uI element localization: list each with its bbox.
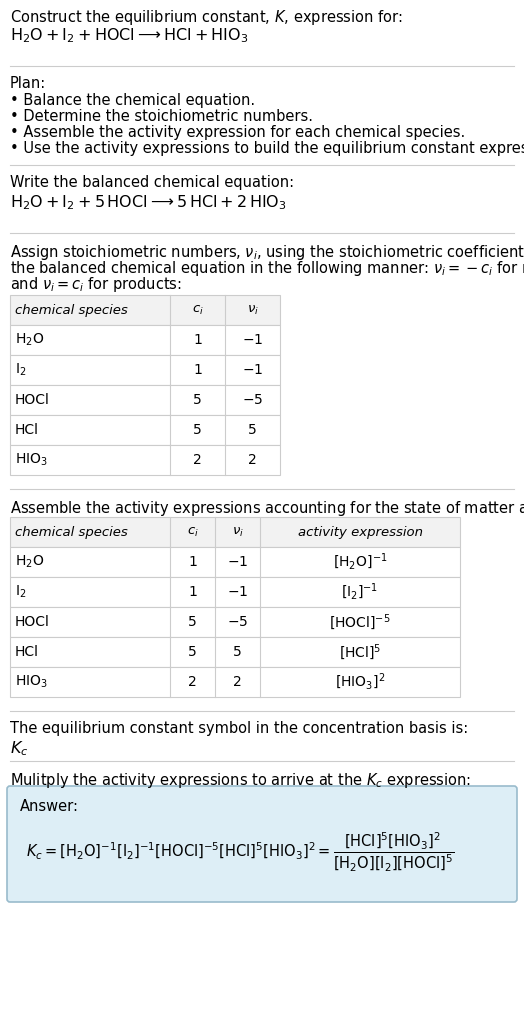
Text: Construct the equilibrium constant, $K$, expression for:: Construct the equilibrium constant, $K$,…	[10, 8, 402, 27]
Bar	[10, 667, 460, 697]
Bar	[10, 415, 280, 445]
Text: Write the balanced chemical equation:: Write the balanced chemical equation:	[10, 175, 294, 190]
Text: the balanced chemical equation in the following manner: $\nu_i = -c_i$ for react: the balanced chemical equation in the fo…	[10, 259, 524, 278]
Text: $K_c$: $K_c$	[10, 739, 28, 758]
Bar	[10, 637, 460, 667]
Text: Plan:: Plan:	[10, 76, 46, 91]
Bar	[10, 355, 280, 385]
Text: Mulitply the activity expressions to arrive at the $K_c$ expression:: Mulitply the activity expressions to arr…	[10, 771, 471, 790]
Text: 2: 2	[233, 675, 242, 689]
Text: $-1$: $-1$	[242, 333, 263, 347]
Text: activity expression: activity expression	[298, 526, 422, 538]
Text: HCl: HCl	[15, 645, 39, 659]
Text: $\mathrm{I_2}$: $\mathrm{I_2}$	[15, 584, 26, 600]
Text: $-1$: $-1$	[227, 555, 248, 569]
Text: $[\mathrm{I_2}]^{-1}$: $[\mathrm{I_2}]^{-1}$	[342, 582, 378, 602]
Bar	[10, 445, 280, 475]
Text: chemical species: chemical species	[15, 526, 128, 538]
Text: 5: 5	[248, 423, 257, 437]
Text: $-5$: $-5$	[242, 393, 263, 407]
Text: The equilibrium constant symbol in the concentration basis is:: The equilibrium constant symbol in the c…	[10, 721, 468, 736]
Text: $[\mathrm{H_2O}]^{-1}$: $[\mathrm{H_2O}]^{-1}$	[333, 551, 387, 572]
Text: $-5$: $-5$	[227, 615, 248, 629]
Text: Answer:: Answer:	[20, 799, 79, 814]
Text: $\mathrm{HIO_3}$: $\mathrm{HIO_3}$	[15, 452, 48, 469]
Text: $\mathrm{I_2}$: $\mathrm{I_2}$	[15, 361, 26, 378]
Text: 5: 5	[233, 645, 242, 659]
FancyBboxPatch shape	[7, 786, 517, 902]
Bar	[10, 325, 280, 355]
Text: 5: 5	[193, 423, 202, 437]
Bar	[10, 295, 280, 325]
Text: • Assemble the activity expression for each chemical species.: • Assemble the activity expression for e…	[10, 125, 465, 140]
Text: Assemble the activity expressions accounting for the state of matter and $\nu_i$: Assemble the activity expressions accoun…	[10, 499, 524, 518]
Text: $\nu_i$: $\nu_i$	[246, 303, 258, 317]
Text: Assign stoichiometric numbers, $\nu_i$, using the stoichiometric coefficients, $: Assign stoichiometric numbers, $\nu_i$, …	[10, 243, 524, 262]
Text: 5: 5	[188, 645, 197, 659]
Bar	[10, 607, 460, 637]
Text: $c_i$: $c_i$	[187, 526, 199, 538]
Text: 1: 1	[188, 555, 197, 569]
Text: 2: 2	[248, 453, 257, 467]
Text: 5: 5	[188, 615, 197, 629]
Text: $c_i$: $c_i$	[192, 303, 203, 317]
Bar	[10, 547, 460, 577]
Text: $\nu_i$: $\nu_i$	[232, 526, 244, 538]
Bar	[10, 577, 460, 607]
Text: $[\mathrm{HOCl}]^{-5}$: $[\mathrm{HOCl}]^{-5}$	[329, 612, 391, 632]
Text: HCl: HCl	[15, 423, 39, 437]
Text: and $\nu_i = c_i$ for products:: and $\nu_i = c_i$ for products:	[10, 275, 182, 294]
Bar	[10, 517, 460, 547]
Text: 1: 1	[193, 363, 202, 377]
Text: $\mathrm{H_2O}$: $\mathrm{H_2O}$	[15, 553, 44, 570]
Text: 5: 5	[193, 393, 202, 407]
Text: chemical species: chemical species	[15, 303, 128, 317]
Text: 1: 1	[188, 585, 197, 599]
Bar	[10, 385, 280, 415]
Text: $\mathrm{H_2O}$: $\mathrm{H_2O}$	[15, 332, 44, 348]
Text: $-1$: $-1$	[242, 363, 263, 377]
Text: $[\mathrm{HIO_3}]^{2}$: $[\mathrm{HIO_3}]^{2}$	[335, 672, 385, 692]
Text: HOCl: HOCl	[15, 393, 50, 407]
Text: $\mathrm{H_2O + I_2 + HOCl \longrightarrow HCl + HIO_3}$: $\mathrm{H_2O + I_2 + HOCl \longrightarr…	[10, 26, 248, 45]
Text: 1: 1	[193, 333, 202, 347]
Text: $[\mathrm{HCl}]^{5}$: $[\mathrm{HCl}]^{5}$	[339, 642, 381, 662]
Text: 2: 2	[188, 675, 197, 689]
Text: • Determine the stoichiometric numbers.: • Determine the stoichiometric numbers.	[10, 109, 313, 124]
Text: HOCl: HOCl	[15, 615, 50, 629]
Text: 2: 2	[193, 453, 202, 467]
Text: $\mathrm{H_2O + I_2 + 5\,HOCl \longrightarrow 5\,HCl + 2\,HIO_3}$: $\mathrm{H_2O + I_2 + 5\,HOCl \longright…	[10, 193, 287, 211]
Text: $-1$: $-1$	[227, 585, 248, 599]
Text: $K_c = [\mathrm{H_2O}]^{-1}[\mathrm{I_2}]^{-1}[\mathrm{HOCl}]^{-5}[\mathrm{HCl}]: $K_c = [\mathrm{H_2O}]^{-1}[\mathrm{I_2}…	[26, 831, 454, 874]
Text: • Use the activity expressions to build the equilibrium constant expression.: • Use the activity expressions to build …	[10, 141, 524, 156]
Text: $\mathrm{HIO_3}$: $\mathrm{HIO_3}$	[15, 674, 48, 690]
Text: • Balance the chemical equation.: • Balance the chemical equation.	[10, 93, 255, 108]
